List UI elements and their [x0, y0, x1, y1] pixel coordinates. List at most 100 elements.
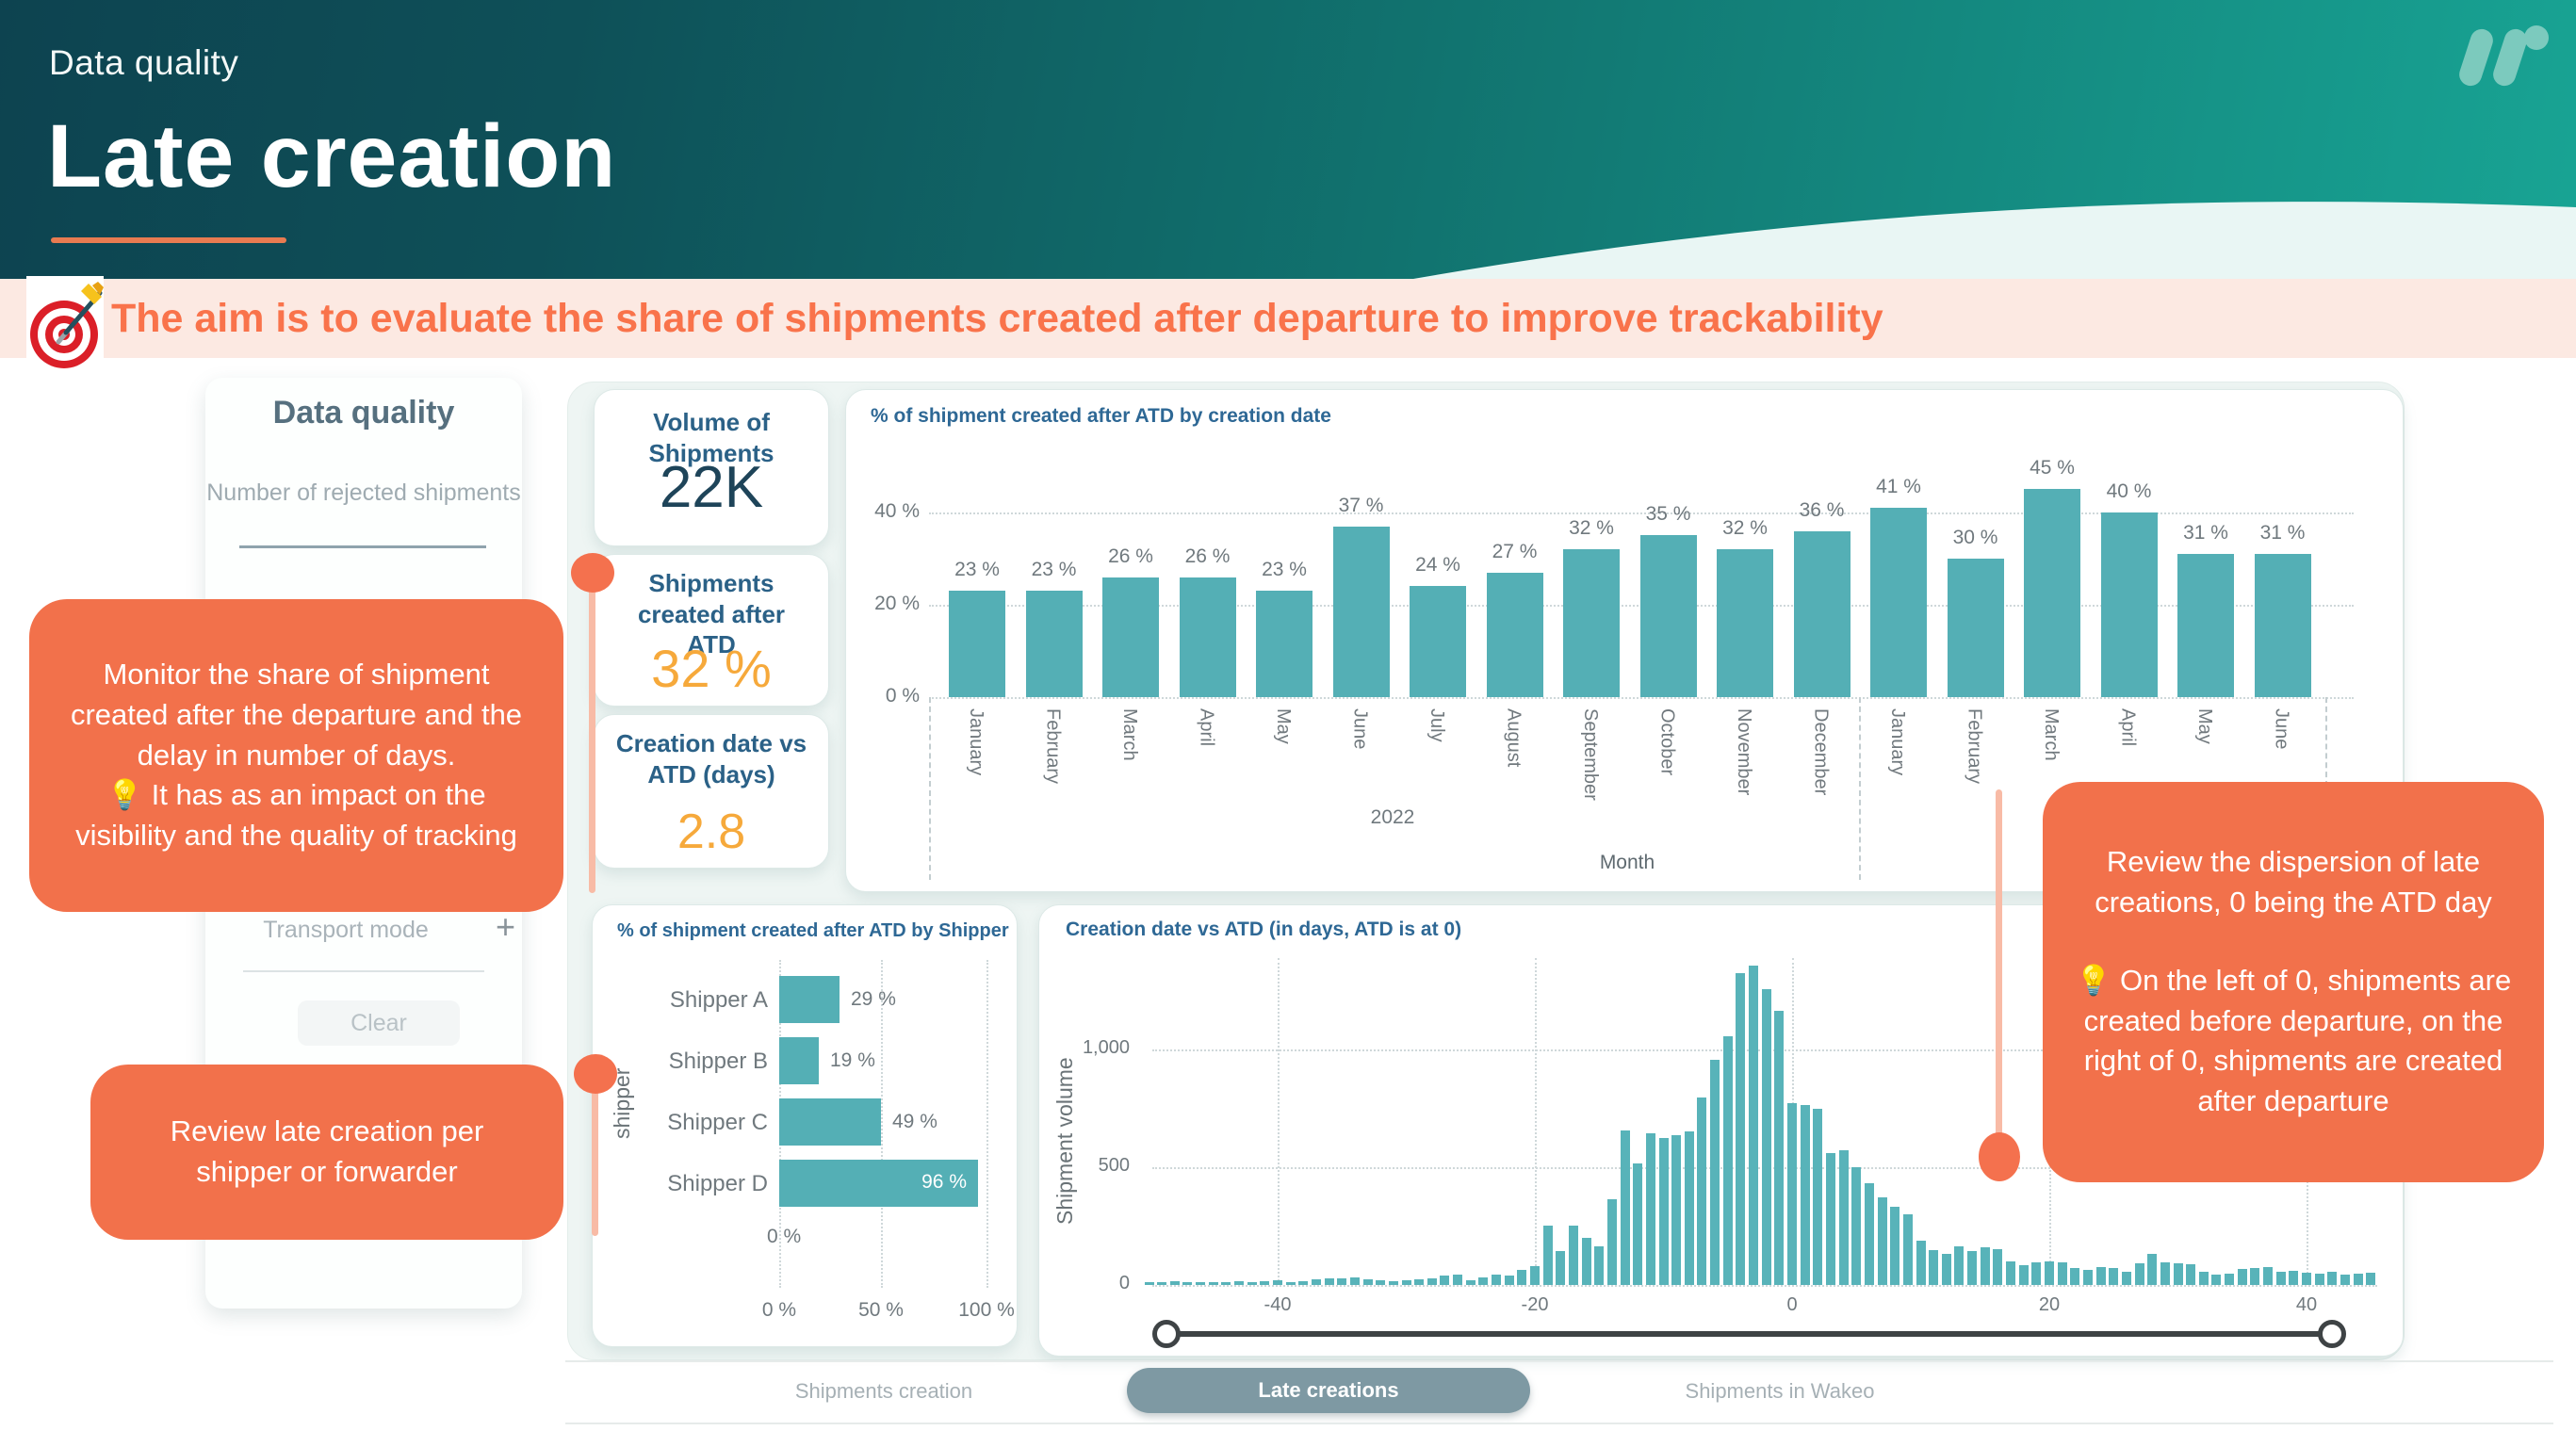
- histogram-bin-16[interactable]: [1993, 1249, 2003, 1285]
- tab-shipments-in-wakeo[interactable]: Shipments in Wakeo: [1685, 1379, 1875, 1403]
- histogram-bin-39[interactable]: [2289, 1271, 2299, 1285]
- histogram-bin-27[interactable]: [2134, 1263, 2144, 1285]
- histogram-bin-22[interactable]: [2070, 1268, 2080, 1285]
- histogram-bin-40[interactable]: [2302, 1273, 2311, 1285]
- histogram-bin--18[interactable]: [1556, 1251, 1566, 1285]
- histogram-bin--36[interactable]: [1324, 1278, 1334, 1285]
- histogram-bin-28[interactable]: [2147, 1254, 2158, 1285]
- bar-december[interactable]: [1793, 531, 1850, 697]
- histogram-bin--5[interactable]: [1722, 1036, 1733, 1285]
- histogram-bin--9[interactable]: [1671, 1135, 1682, 1285]
- histogram-bin-41[interactable]: [2314, 1274, 2324, 1285]
- bar-january[interactable]: [1870, 508, 1927, 697]
- histogram-bin-7[interactable]: [1877, 1197, 1887, 1285]
- histogram-bin--13[interactable]: [1620, 1130, 1630, 1285]
- histogram-bin-34[interactable]: [2225, 1274, 2235, 1285]
- histogram-bin-24[interactable]: [2095, 1267, 2106, 1285]
- histogram-bin--12[interactable]: [1633, 1163, 1643, 1285]
- histogram-bin-19[interactable]: [2031, 1262, 2042, 1285]
- histogram-bin--37[interactable]: [1311, 1279, 1321, 1285]
- tab-shipments-creation[interactable]: Shipments creation: [794, 1379, 973, 1403]
- slider-handle-left[interactable]: [1152, 1320, 1181, 1348]
- histogram-bin--33[interactable]: [1362, 1279, 1373, 1285]
- histogram-bin--19[interactable]: [1542, 1226, 1553, 1285]
- histogram-bin--27[interactable]: [1440, 1276, 1450, 1285]
- histogram-bin-37[interactable]: [2263, 1267, 2274, 1285]
- histogram-bin-21[interactable]: [2057, 1262, 2067, 1285]
- histogram-bin--31[interactable]: [1388, 1281, 1398, 1285]
- sidebar-item-rejected-shipments[interactable]: Number of rejected shipments: [206, 480, 521, 506]
- histogram-bin--11[interactable]: [1645, 1133, 1655, 1285]
- histogram-bin--22[interactable]: [1504, 1276, 1514, 1285]
- histogram-bin-45[interactable]: [2366, 1273, 2376, 1285]
- histogram-bin--35[interactable]: [1337, 1278, 1347, 1285]
- bar-april[interactable]: [1179, 577, 1236, 697]
- histogram-bin--1[interactable]: [1774, 1011, 1785, 1285]
- bar-shipper-d[interactable]: [779, 1160, 978, 1207]
- bar-march[interactable]: [2024, 489, 2080, 697]
- bar-march[interactable]: [1102, 577, 1159, 697]
- histogram-bin--20[interactable]: [1530, 1266, 1540, 1285]
- histogram-bin-30[interactable]: [2173, 1263, 2183, 1285]
- bar-may[interactable]: [1256, 591, 1312, 697]
- histogram-bin-13[interactable]: [1954, 1246, 1965, 1285]
- histogram-bin-5[interactable]: [1851, 1167, 1862, 1285]
- histogram-bin-2[interactable]: [1813, 1109, 1823, 1285]
- histogram-bin--3[interactable]: [1749, 966, 1759, 1285]
- histogram-bin-31[interactable]: [2186, 1264, 2196, 1285]
- bar-november[interactable]: [1717, 549, 1773, 697]
- bar-shipper-b[interactable]: [779, 1037, 819, 1084]
- histogram-bin--45[interactable]: [1208, 1282, 1218, 1285]
- histogram-bin--29[interactable]: [1414, 1279, 1425, 1285]
- histogram-bin-43[interactable]: [2340, 1275, 2350, 1285]
- histogram-bin--15[interactable]: [1594, 1246, 1605, 1285]
- bar-february[interactable]: [1025, 591, 1083, 697]
- histogram-bin--6[interactable]: [1710, 1060, 1720, 1285]
- bar-january[interactable]: [949, 591, 1005, 697]
- histogram-bin--7[interactable]: [1697, 1097, 1707, 1285]
- histogram-bin-35[interactable]: [2237, 1269, 2247, 1285]
- histogram-bin--43[interactable]: [1234, 1281, 1245, 1285]
- histogram-bin--47[interactable]: [1182, 1282, 1193, 1285]
- histogram-bin-26[interactable]: [2121, 1272, 2131, 1285]
- histogram-bin-0[interactable]: [1787, 1103, 1797, 1285]
- histogram-bin-38[interactable]: [2275, 1272, 2286, 1285]
- bar-june[interactable]: [2254, 554, 2311, 697]
- histogram-bin-17[interactable]: [2006, 1261, 2016, 1285]
- histogram-bin-4[interactable]: [1838, 1150, 1849, 1285]
- histogram-bin--24[interactable]: [1478, 1277, 1489, 1285]
- histogram-bin-15[interactable]: [1980, 1247, 1990, 1285]
- histogram-bin--42[interactable]: [1247, 1282, 1257, 1285]
- histogram-bin--8[interactable]: [1684, 1131, 1694, 1285]
- histogram-bin-29[interactable]: [2160, 1262, 2170, 1285]
- histogram-bin--2[interactable]: [1761, 989, 1771, 1285]
- histogram-bin--26[interactable]: [1453, 1275, 1463, 1285]
- histogram-bin--34[interactable]: [1349, 1277, 1360, 1285]
- bar-february[interactable]: [1947, 559, 2004, 697]
- histogram-bin-12[interactable]: [1941, 1254, 1951, 1285]
- bar-june[interactable]: [1332, 527, 1390, 697]
- histogram-bin-23[interactable]: [2082, 1270, 2093, 1285]
- slider-handle-right[interactable]: [2318, 1320, 2346, 1348]
- histogram-bin--40[interactable]: [1273, 1280, 1282, 1285]
- histogram-bin--48[interactable]: [1169, 1281, 1180, 1285]
- histogram-bin-14[interactable]: [1967, 1251, 1978, 1285]
- histogram-bin--49[interactable]: [1157, 1282, 1167, 1285]
- tab-late-creations[interactable]: Late creations: [1127, 1368, 1530, 1413]
- range-slider[interactable]: [1166, 1331, 2332, 1337]
- filter-transport-mode[interactable]: Transport mode: [263, 917, 429, 943]
- histogram-bin-18[interactable]: [2018, 1265, 2029, 1285]
- histogram-bin--28[interactable]: [1427, 1278, 1437, 1285]
- histogram-bin--46[interactable]: [1196, 1282, 1206, 1285]
- histogram-bin-3[interactable]: [1825, 1153, 1835, 1285]
- histogram-bin-8[interactable]: [1890, 1207, 1900, 1285]
- histogram-bin-25[interactable]: [2109, 1268, 2119, 1285]
- expand-plus-icon[interactable]: +: [496, 907, 516, 946]
- histogram-bin--16[interactable]: [1581, 1238, 1591, 1285]
- clear-button[interactable]: Clear: [298, 1000, 460, 1046]
- histogram-bin--23[interactable]: [1492, 1275, 1502, 1285]
- histogram-bin-6[interactable]: [1864, 1183, 1874, 1285]
- histogram-bin--50[interactable]: [1144, 1282, 1154, 1285]
- histogram-bin--39[interactable]: [1285, 1282, 1296, 1285]
- bar-september[interactable]: [1563, 549, 1620, 697]
